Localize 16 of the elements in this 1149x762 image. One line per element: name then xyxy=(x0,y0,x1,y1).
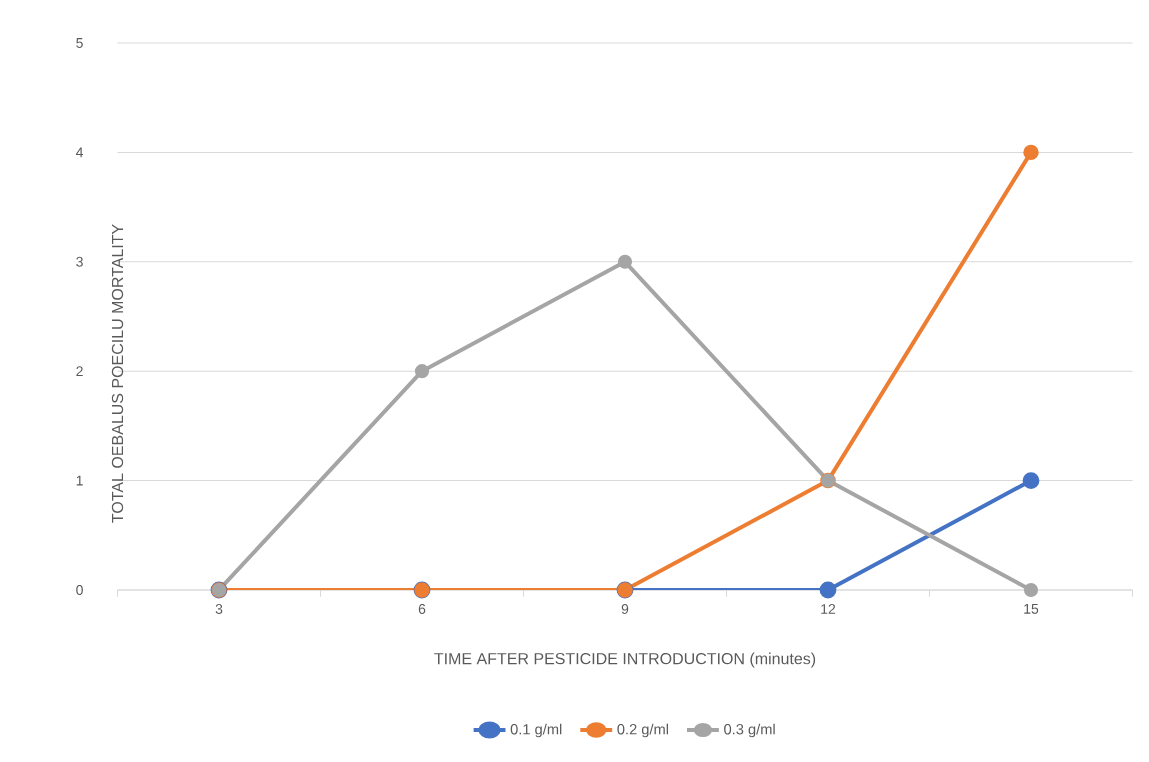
y-tick-label: 5 xyxy=(76,38,83,48)
x-tick-label: 3 xyxy=(215,604,223,614)
x-axis-title: TIME AFTER PESTICIDE INTRODUCTION (minutes) xyxy=(434,652,816,668)
y-tick-label: 3 xyxy=(76,256,83,267)
y-tick-label: 0 xyxy=(76,585,83,595)
x-tick-label: 9 xyxy=(621,604,629,614)
legend-label: 0.1 g/ml xyxy=(510,723,562,738)
y-tick-label: 1 xyxy=(76,475,83,486)
y-axis-title: TOTAL OEBALUS POECILU MORTALITY xyxy=(111,224,124,523)
y-tick-label: 4 xyxy=(75,147,84,158)
legend-label: 0.2 g/ml xyxy=(617,723,669,738)
legend-label: 0.3 g/ml xyxy=(724,723,775,738)
y-tick-label: 2 xyxy=(76,366,83,377)
x-tick-label: 15 xyxy=(1024,604,1039,614)
x-tick-label: 12 xyxy=(821,604,836,614)
x-tick-label: 6 xyxy=(418,604,426,614)
